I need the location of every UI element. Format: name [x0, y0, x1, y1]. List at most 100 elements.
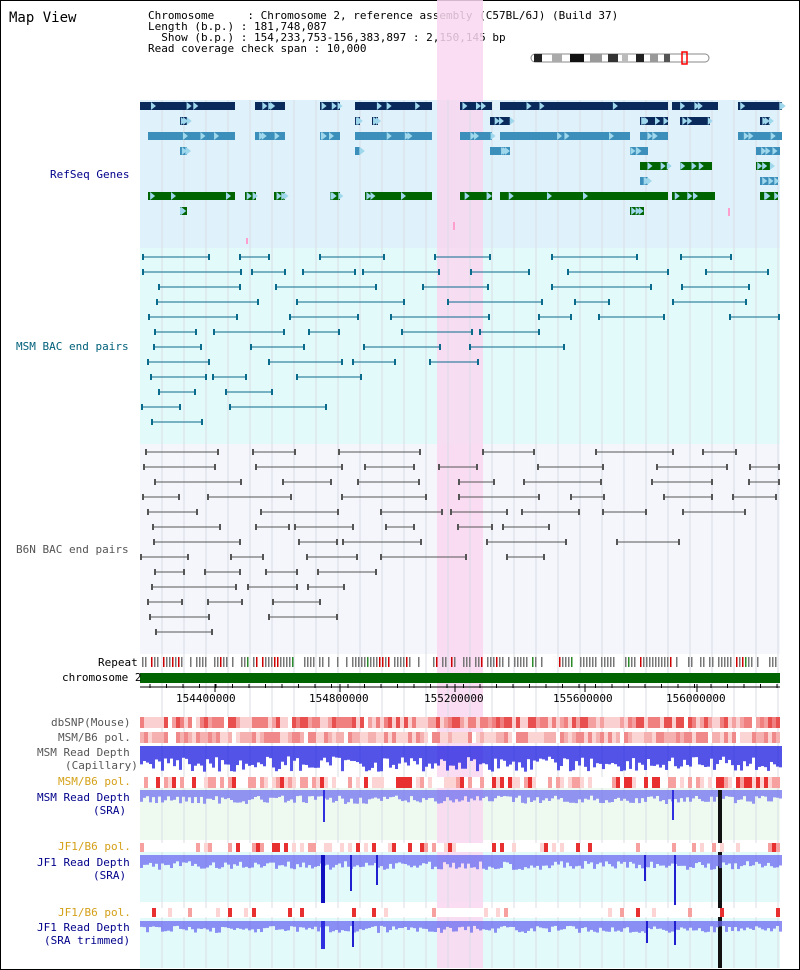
depth-bar [671, 746, 674, 758]
heat-cell [312, 717, 316, 728]
heat-cell [220, 908, 224, 917]
depth-bar [227, 746, 230, 765]
heat-cell [184, 908, 188, 917]
b6n-bac-pair-end [140, 554, 142, 560]
heat-cell [164, 732, 168, 743]
repeat-feature [151, 657, 153, 667]
track-label-jf1-b6-pol-2[interactable]: JF1/B6 pol. [58, 906, 131, 919]
heat-cell [364, 717, 368, 728]
depth-bar [767, 921, 770, 929]
depth-bar [725, 855, 728, 865]
heat-cell [692, 843, 696, 852]
gene-arrow [641, 117, 647, 125]
track-label-msm-b6-pol-2[interactable]: MSM/B6 pol. [58, 775, 131, 788]
heat-cell [176, 717, 180, 728]
msm-pol2-heat-strip[interactable] [140, 777, 780, 788]
heat-cell [624, 777, 628, 788]
heat-cell [760, 717, 764, 728]
chromosome-bar[interactable] [140, 673, 780, 683]
heat-cell [732, 717, 736, 728]
heat-cell [420, 777, 424, 788]
track-label-jf1-b6-pol[interactable]: JF1/B6 pol. [58, 840, 131, 853]
depth-bar [557, 790, 560, 800]
heat-cell [220, 717, 224, 728]
depth-bar [278, 921, 281, 930]
track-label-msm-depth-sra[interactable]: MSM Read Depth [37, 791, 130, 804]
track-label-jf1-depth-trim[interactable]: JF1 Read Depth [37, 921, 130, 934]
b6n-bac-pair-end [465, 554, 467, 560]
msm-bac-features[interactable] [141, 254, 780, 425]
gene-arrow [694, 102, 700, 110]
repeat-feature [643, 657, 645, 667]
heat-cell [240, 717, 244, 728]
depth-bar [503, 921, 506, 926]
depth-bar [566, 746, 569, 760]
jf1-trim-depth[interactable] [140, 921, 782, 949]
heat-cell [748, 732, 752, 743]
depth-bar [734, 790, 737, 804]
msm-pol-heat-strip[interactable] [140, 732, 780, 743]
heat-cell [324, 908, 328, 917]
heat-cell [452, 732, 456, 743]
track-label-refseq[interactable]: RefSeq Genes [50, 168, 130, 181]
depth-bar [653, 921, 656, 927]
depth-bar [365, 921, 368, 929]
gene-arrow [680, 162, 686, 170]
heat-cell [464, 843, 468, 852]
dbsnp-heat-strip[interactable] [140, 717, 780, 728]
depth-bar [185, 921, 188, 931]
heat-cell [324, 732, 328, 743]
b6n-bac-pair-end [385, 524, 387, 530]
depth-bar [524, 921, 527, 933]
depth-bar [632, 855, 635, 864]
repeat-feature [670, 657, 672, 667]
heat-cell [216, 908, 220, 917]
b6n-bac-features[interactable] [140, 449, 780, 635]
refseq-gene-features[interactable] [140, 102, 786, 244]
repeat-feature [745, 657, 747, 667]
depth-bar [725, 790, 728, 797]
msm-capillary-depth[interactable] [140, 746, 782, 772]
jf1-pol2-heat-strip[interactable] [140, 908, 780, 917]
gene-arrow [415, 102, 421, 110]
heat-cell [268, 732, 272, 743]
depth-bar [464, 855, 467, 869]
msm-sra-depth[interactable] [140, 790, 782, 968]
depth-bar [377, 855, 380, 868]
msm-bac-pair-end [141, 404, 143, 410]
depth-bar [167, 790, 170, 797]
depth-bar [731, 921, 734, 931]
depth-bar [773, 921, 776, 929]
depth-bar [158, 746, 161, 762]
track-label-jf1-depth-sra[interactable]: JF1 Read Depth [37, 856, 130, 869]
track-label-msm-depth-cap[interactable]: MSM Read Depth [37, 746, 130, 759]
heat-cell [576, 732, 580, 743]
chromosome-ideogram[interactable] [530, 51, 710, 65]
b6n-bac-pair-end [341, 464, 343, 470]
heat-cell [452, 908, 456, 917]
jf1-pol-heat-strip[interactable] [140, 843, 780, 852]
heat-cell [220, 777, 224, 788]
b6n-bac-pair-end [506, 554, 508, 560]
heat-cell [396, 908, 400, 917]
track-label-dbsnp[interactable]: dbSNP(Mouse) [51, 716, 131, 729]
track-label-b6n-bac[interactable]: B6N BAC end pairs [16, 543, 129, 556]
repeat-feature [502, 657, 504, 667]
depth-bar [695, 790, 698, 796]
track-label-msm-bac[interactable]: MSM BAC end pairs [16, 340, 129, 353]
heat-cell [396, 717, 400, 728]
msm-bac-pair-end [341, 359, 343, 365]
heat-cell [280, 732, 284, 743]
heat-cell [504, 777, 508, 788]
depth-bar [185, 790, 188, 802]
jf1-sra-depth[interactable] [140, 855, 782, 905]
track-label-repeat[interactable]: Repeat [98, 656, 138, 669]
heat-cell [152, 843, 156, 852]
depth-bar [308, 746, 311, 768]
heat-cell [336, 717, 340, 728]
repeat-features[interactable] [142, 657, 777, 667]
heat-cell [392, 777, 396, 788]
track-label-msm-b6-pol[interactable]: MSM/B6 pol. [58, 731, 131, 744]
page-title: Map View [9, 10, 77, 26]
